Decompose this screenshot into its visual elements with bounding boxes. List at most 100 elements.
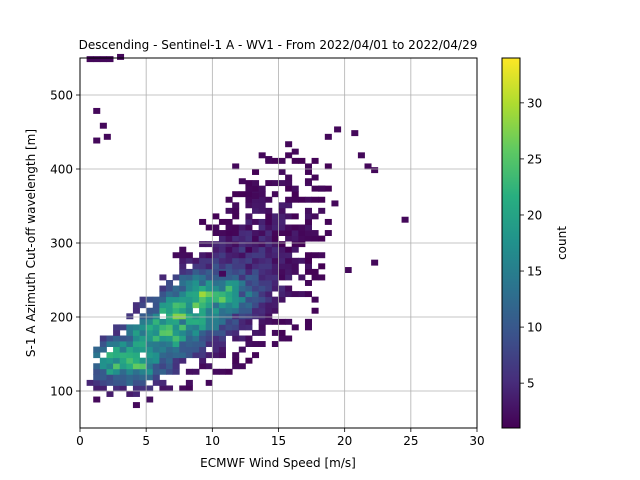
heatmap-cell [271,246,279,253]
heatmap-cell [252,207,260,214]
heatmap-cell [278,213,286,220]
heatmap-cell [245,241,253,248]
heatmap-cell [258,268,266,275]
heatmap-cell [172,318,180,325]
heatmap-cell [93,396,101,403]
heatmap-cell [318,207,326,214]
heatmap-cell [192,263,200,270]
heatmap-cell [152,363,160,370]
heatmap-cell [285,291,293,298]
heatmap-cell [205,274,213,281]
heatmap-cell [185,285,193,292]
heatmap-cell [185,257,193,264]
heatmap-cell [113,324,121,331]
heatmap-cell [304,230,312,236]
heatmap-cell [146,335,154,342]
x-tick-label: 30 [469,434,484,448]
heatmap-cell [258,307,266,314]
heatmap-cell [238,280,246,286]
heatmap-cell [212,318,220,325]
heatmap-cell [285,185,293,192]
heatmap-cell [225,368,233,375]
heatmap-cell [212,285,220,292]
heatmap-cell [132,302,140,309]
heatmap-cell [212,252,220,259]
heatmap-cell [252,218,260,225]
heatmap-cell [192,274,200,281]
heatmap-cell [166,318,174,325]
heatmap-cell [185,302,193,309]
heatmap-cell [252,235,260,242]
heatmap-cell [232,363,240,370]
y-tick-label: 300 [50,237,73,251]
heatmap-cell [232,274,240,281]
heatmap-cell [371,259,379,266]
heatmap-cell [258,207,266,214]
heatmap-cell [139,385,147,392]
heatmap-cell [172,274,180,281]
heatmap-cell [192,285,200,292]
heatmap-cell [185,268,193,275]
heatmap-cell [271,230,279,236]
heatmap-cell [139,368,147,375]
heatmap-cell [364,163,372,170]
heatmap-cell [278,285,286,292]
heatmap-cell [271,257,279,264]
heatmap-cell [258,224,266,231]
heatmap-cell [185,313,193,320]
heatmap-cell [159,346,167,353]
heatmap-cell [225,263,233,270]
heatmap-cell [139,313,147,320]
heatmap-cell [218,218,226,225]
heatmap-cell [185,280,193,286]
heatmap-cell [113,341,121,347]
heatmap-cell [126,374,134,381]
heatmap-cell [205,252,213,259]
heatmap-cell [232,252,240,259]
heatmap-cell [245,263,253,270]
heatmap-cell [212,341,220,347]
heatmap-cell [192,324,200,331]
heatmap-cell [132,341,140,347]
heatmap-cell [291,268,299,275]
heatmap-cell [93,385,101,392]
heatmap-cell [252,202,260,209]
heatmap-cell [218,329,226,336]
heatmap-cell [185,329,193,336]
heatmap-cell [132,357,140,364]
heatmap-cell [218,235,226,242]
heatmap-cell [278,252,286,259]
heatmap-cell [185,335,193,342]
heatmap-cell [119,374,127,381]
heatmap-cell [258,246,266,253]
heatmap-cell [205,335,213,342]
heatmap-cell [166,280,174,286]
heatmap-cell [252,329,260,336]
heatmap-cell [401,216,409,223]
heatmap-cell [106,374,114,381]
heatmap-cell [93,374,101,381]
heatmap-cell [132,346,140,353]
heatmap-cell [185,274,193,281]
heatmap-cell [232,329,240,336]
heatmap-cell [199,252,207,259]
heatmap-cell [185,379,193,386]
heatmap-cell [179,291,187,298]
heatmap-cell [172,285,180,292]
heatmap-cell [199,307,207,314]
heatmap-cell [304,263,312,270]
heatmap-cell [159,335,167,342]
heatmap-cell [245,185,253,192]
heatmap-cell [238,241,246,248]
heatmap-cell [285,141,293,148]
heatmap-cell [278,207,286,214]
heatmap-cell [238,263,246,270]
heatmap-cell [126,335,134,342]
heatmap-cell [152,329,160,336]
heatmap-cell [205,224,213,231]
heatmap-cell [238,235,246,242]
heatmap-cell [238,246,246,253]
heatmap-cell [172,346,180,353]
heatmap-cell [205,241,213,248]
heatmap-cell [334,126,342,133]
